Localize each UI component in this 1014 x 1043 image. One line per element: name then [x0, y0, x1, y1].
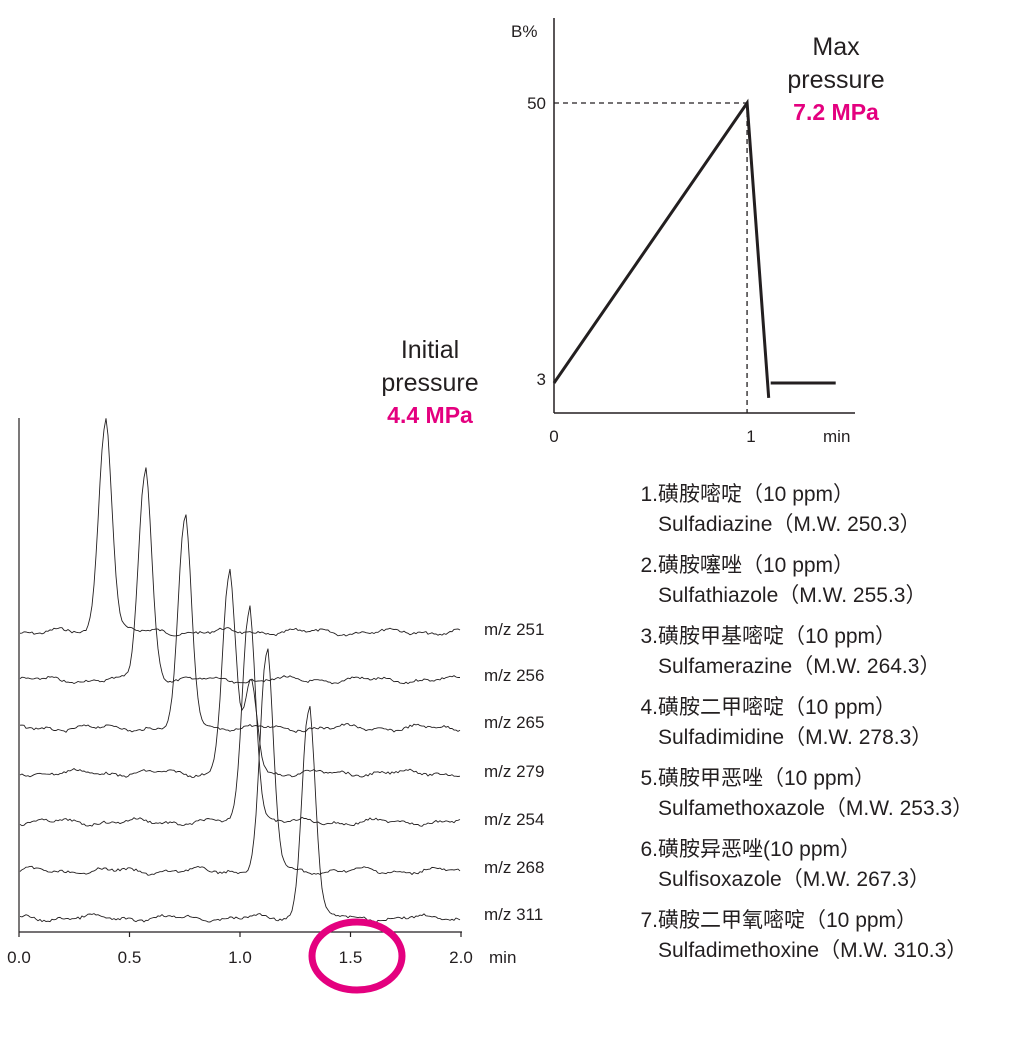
chromatogram-trace-label: m/z 256 — [484, 666, 544, 685]
legend-item-number: 2. — [640, 554, 658, 577]
gradient-y-axis-label: B% — [511, 22, 537, 41]
chromatogram-trace-label: m/z 279 — [484, 762, 544, 781]
chromatogram-x-ticks: 0.0 0.5 1.0 1.5 2.0 — [7, 932, 473, 967]
legend-item-cn: 磺胺二甲氧嘧啶（10 ppm） — [658, 909, 918, 932]
legend-item-number: 4. — [640, 696, 658, 719]
legend-item-cn: 磺胺嘧啶（10 ppm） — [658, 483, 855, 506]
legend-item-english-name: Sulfamerazine（M.W. 264.3） — [658, 655, 941, 678]
legend-item-english-name: Sulfamethoxazole（M.W. 253.3） — [658, 797, 974, 820]
legend-item-chinese-name: 3.磺胺甲基嘧啶（10 ppm） — [630, 622, 940, 652]
chromatogram-x-tick-label: 0.5 — [118, 948, 142, 967]
legend-item-chinese-name: 1.磺胺嘧啶（10 ppm） — [630, 480, 921, 510]
chromatogram-trace — [19, 467, 460, 685]
legend-item-number: 5. — [640, 767, 658, 790]
initial-pressure-value: 4.4 MPa — [387, 402, 473, 428]
legend-item: 4.磺胺二甲嘧啶（10 ppm） Sulfadimidine（M.W. 278.3… — [630, 693, 932, 753]
chromatogram-trace — [19, 418, 461, 637]
chromatogram-x-tick-label: 0.0 — [7, 948, 31, 967]
gradient-chart: B% 50 3 0 1 min — [511, 18, 855, 446]
legend-item-chinese-name: 4.磺胺二甲嘧啶（10 ppm） — [630, 693, 932, 723]
gradient-x-tick-1: 1 — [746, 427, 755, 446]
chromatogram-trace — [19, 648, 461, 876]
legend-item: 1.磺胺嘧啶（10 ppm） Sulfadiazine（M.W. 250.3） — [630, 480, 921, 540]
highlight-circle-1.5-min — [308, 918, 406, 994]
chromatogram-trace-label: m/z 265 — [484, 713, 544, 732]
initial-pressure-label-line1: Initial — [401, 336, 459, 364]
gradient-program-line — [552, 98, 771, 399]
chromatogram-x-tick-label: 2.0 — [449, 948, 473, 967]
gradient-x-tick-0: 0 — [549, 427, 558, 446]
initial-pressure-label-line2: pressure — [381, 369, 478, 397]
chromatogram-trace-label: m/z 268 — [484, 858, 544, 877]
legend-item-english-name: Sulfisoxazole（M.W. 267.3） — [658, 868, 930, 891]
legend-item: 2.磺胺噻唑（10 ppm） Sulfathiazole（M.W. 255.3） — [630, 551, 926, 611]
chromatogram-trace-labels: m/z 251 m/z 256 m/z 265 m/z 279 m/z 254 m/z 2… — [484, 620, 544, 924]
chromatogram-x-axis-label: min — [489, 948, 516, 967]
legend-item-number: 6. — [640, 838, 658, 861]
initial-pressure-annotation: Initial pressure 4.4 MPa — [381, 336, 478, 428]
legend-item-number: 7. — [640, 909, 658, 932]
legend-item: 3.磺胺甲基嘧啶（10 ppm） Sulfamerazine（M.W. 264.3… — [630, 622, 940, 682]
legend-item-cn: 磺胺甲基嘧啶（10 ppm） — [658, 625, 897, 648]
gradient-x-axis-label: min — [823, 427, 850, 446]
chromatogram-trace-label: m/z 311 — [484, 905, 543, 924]
chromatogram-trace — [19, 705, 461, 924]
legend-item-number: 3. — [640, 625, 658, 648]
legend-item-cn: 磺胺二甲嘧啶（10 ppm） — [658, 696, 897, 719]
legend-item-chinese-name: 6.磺胺异恶唑(10 ppm） — [630, 835, 930, 865]
max-pressure-label-line1: Max — [812, 33, 860, 61]
legend-item-english-name: Sulfadimethoxine（M.W. 310.3） — [658, 939, 968, 962]
legend-item-chinese-name: 2.磺胺噻唑（10 ppm） — [630, 551, 926, 581]
legend-item-chinese-name: 7.磺胺二甲氧嘧啶（10 ppm） — [630, 906, 967, 936]
legend-item: 6.磺胺异恶唑(10 ppm） Sulfisoxazole（M.W. 267.3） — [630, 835, 930, 895]
chromatogram-trace-label: m/z 251 — [484, 620, 544, 639]
chromatogram-x-tick-label: 1.5 — [339, 948, 363, 967]
chromatogram-traces — [19, 418, 461, 924]
chromatogram-trace — [19, 605, 461, 827]
legend-item: 7.磺胺二甲氧嘧啶（10 ppm） Sulfadimethoxine（M.W. 3… — [630, 906, 967, 966]
legend-item-english-name: Sulfadimidine（M.W. 278.3） — [658, 726, 933, 749]
legend-item-cn: 磺胺噻唑（10 ppm） — [658, 554, 855, 577]
max-pressure-annotation: Max pressure 7.2 MPa — [787, 33, 884, 125]
gradient-y-tick-3: 3 — [537, 370, 546, 389]
chromatogram-trace — [19, 514, 461, 733]
gradient-y-tick-50: 50 — [527, 94, 546, 113]
legend-item-cn: 磺胺甲恶唑（10 ppm） — [658, 767, 876, 790]
legend-item: 5.磺胺甲恶唑（10 ppm） Sulfamethoxazole（M.W. 253… — [630, 764, 973, 824]
chromatogram-trace — [19, 568, 461, 778]
chromatogram-trace-label: m/z 254 — [484, 810, 544, 829]
legend-item-cn: 磺胺异恶唑(10 ppm） — [658, 838, 862, 861]
max-pressure-label-line2: pressure — [787, 66, 884, 94]
legend-item-english-name: Sulfadiazine（M.W. 250.3） — [658, 513, 921, 536]
legend-item-chinese-name: 5.磺胺甲恶唑（10 ppm） — [630, 764, 973, 794]
max-pressure-value: 7.2 MPa — [793, 99, 879, 125]
legend-item-number: 1. — [640, 483, 658, 506]
legend-item-english-name: Sulfathiazole（M.W. 255.3） — [658, 584, 927, 607]
chromatogram-x-tick-label: 1.0 — [228, 948, 252, 967]
